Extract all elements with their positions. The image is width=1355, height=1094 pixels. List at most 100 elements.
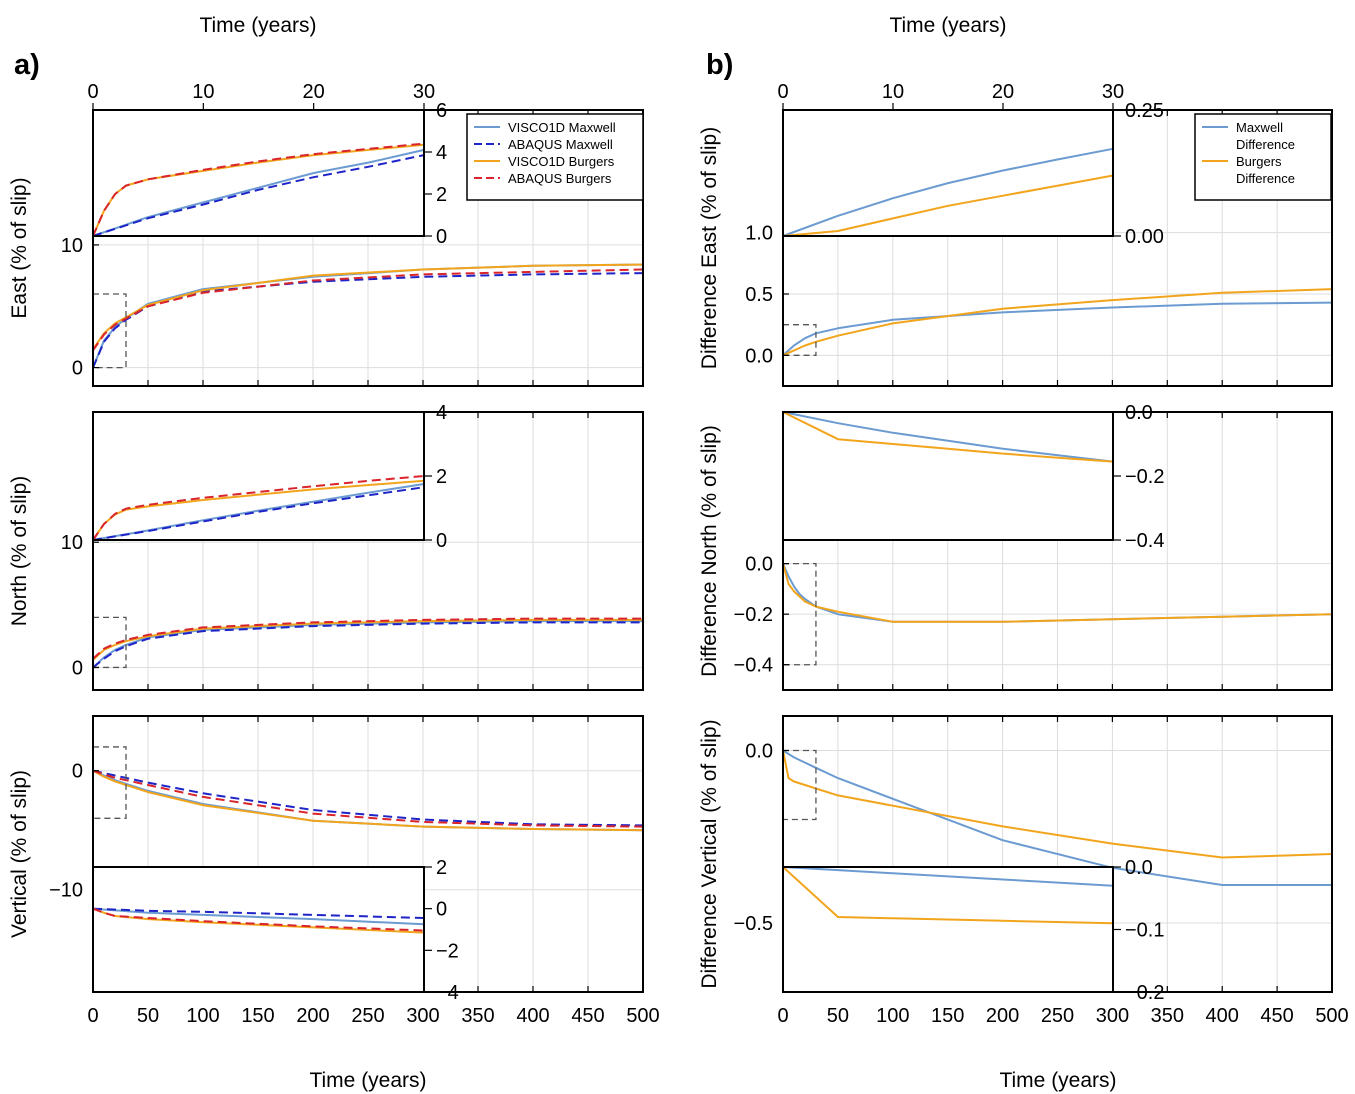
y-tick-label: 0.0 <box>745 741 773 763</box>
inset-series-line-maxwell-difference <box>782 411 1114 463</box>
y-tick-label: −10 <box>49 880 83 902</box>
x-tick-label: 250 <box>351 1005 384 1027</box>
inset-x-tick-label: 20 <box>992 81 1014 103</box>
inset-x-tick-label: 20 <box>303 81 325 103</box>
inset-background <box>93 412 424 540</box>
x-tick-label: 350 <box>1151 1005 1184 1027</box>
x-tick-label: 0 <box>777 1005 788 1027</box>
x-tick-label: 450 <box>571 1005 604 1027</box>
inset-b-north: 0.0−0.2−0.4 <box>782 402 1164 552</box>
inset-y-tick-label: 2 <box>436 466 447 488</box>
legend-label-abaqus-maxwell: ABAQUS Maxwell <box>508 137 613 152</box>
y-axis-title: Vertical (% of slip) <box>8 770 31 938</box>
inset-y-tick-label: −0.4 <box>1125 530 1164 552</box>
x-tick-label: 100 <box>876 1005 909 1027</box>
x-tick-label: 400 <box>1206 1005 1239 1027</box>
inset-series-line-visco1d-maxwell <box>92 148 425 237</box>
y-tick-label: −0.2 <box>734 604 773 626</box>
x-tick-label: 250 <box>1041 1005 1074 1027</box>
legend-label-maxwell-diff-2: Difference <box>1236 137 1295 152</box>
series-line-visco1d-maxwell <box>92 620 643 669</box>
legend-a-frame <box>466 113 644 201</box>
inset-y-tick-label: 2 <box>436 184 447 206</box>
series-line-visco1d-burgers <box>92 263 644 350</box>
inset-y-tick-label: 0 <box>436 530 447 552</box>
panel-b-bottom-axis-title: Time (years) <box>999 1069 1116 1092</box>
inset-y-tick-label: −0.1 <box>1125 920 1164 942</box>
inset-a-vertical: −4−202 <box>92 857 459 1004</box>
x-tick-label: 200 <box>296 1005 329 1027</box>
y-axis-title: Difference North (% of slip) <box>698 425 721 677</box>
y-axis-title: Difference East (% of slip) <box>698 127 721 369</box>
x-tick-label: 500 <box>1315 1005 1348 1027</box>
axes-frame <box>782 109 1333 387</box>
x-tick-label: 200 <box>986 1005 1019 1027</box>
inset-series-line-abaqus-burgers <box>92 142 425 237</box>
series-line-visco1d-burgers <box>92 769 644 832</box>
y-tick-label: 0 <box>72 761 83 783</box>
y-axis-title: North (% of slip) <box>8 476 31 627</box>
x-tick-label: 400 <box>516 1005 549 1027</box>
y-tick-label: 0 <box>72 657 83 679</box>
axes-frame <box>92 715 644 993</box>
series-line-maxwell-difference <box>782 301 1333 357</box>
inset-x-tick-label: 0 <box>87 81 98 103</box>
subplot-b-vertical: 0 50 100 150 200 250 300 350 400 450 500 0.0 −0.5 Dif… <box>698 715 1349 1027</box>
series-line-visco1d-burgers <box>92 618 643 661</box>
series-line-abaqus-maxwell <box>92 621 643 669</box>
panel-a-label: a) <box>14 49 40 81</box>
inset-y-tick-label: 0 <box>436 226 447 248</box>
legend-label-abaqus-burgers: ABAQUS Burgers <box>508 171 612 186</box>
zoom-box <box>782 562 817 666</box>
legend-b: Maxwell Difference Burgers Difference <box>1194 113 1332 201</box>
x-tick-label: 500 <box>626 1005 659 1027</box>
axes-frame <box>782 715 1333 993</box>
inset-x-tick-label: 10 <box>192 81 214 103</box>
inset-y-tick-label: 0.0 <box>1125 857 1153 879</box>
axes-frame <box>92 411 644 691</box>
series-line-abaqus-burgers <box>92 617 643 660</box>
legend-label-burgers-diff-1: Burgers <box>1236 154 1282 169</box>
series-line-burgers-difference <box>782 288 1333 357</box>
inset-b-east: 0.000.250 10 20 30 <box>777 81 1164 248</box>
inset-series-line-burgers-difference <box>782 411 1114 463</box>
y-tick-label: 10 <box>61 235 83 257</box>
y-tick-label: 0 <box>72 358 83 380</box>
inset-b-vertical: 0.0−0.1−0.2 <box>782 857 1164 1004</box>
inset-y-tick-label: 0 <box>436 899 447 921</box>
axes-frame <box>92 109 644 387</box>
panel-b-top-axis-title: Time (years) <box>889 14 1006 37</box>
series-line-abaqus-burgers <box>92 769 644 828</box>
inset-series-line-visco1d-burgers <box>92 907 425 934</box>
inset-series-line-burgers-difference <box>782 174 1114 237</box>
inset-x-tick-label: 30 <box>1102 81 1124 103</box>
legend-label-visco-burgers: VISCO1D Burgers <box>508 154 615 169</box>
series-line-burgers-difference <box>782 750 1333 859</box>
x-tick-label: 300 <box>406 1005 439 1027</box>
inset-y-tick-label: −0.2 <box>1125 466 1164 488</box>
inset-y-tick-label: 4 <box>436 142 447 164</box>
x-tick-label: 150 <box>241 1005 274 1027</box>
axes-frame <box>782 411 1333 691</box>
legend-b-frame <box>1194 113 1332 201</box>
y-tick-label: −0.4 <box>734 655 773 677</box>
inset-x-tick-label: 30 <box>413 81 435 103</box>
inset-series-line-burgers-difference <box>782 866 1114 925</box>
inset-y-tick-label: 0.00 <box>1125 226 1164 248</box>
y-axis-title: Difference Vertical (% of slip) <box>698 719 721 988</box>
inset-series-line-abaqus-maxwell <box>92 907 425 919</box>
x-tick-label: 450 <box>1260 1005 1293 1027</box>
series-line-burgers-difference <box>782 563 1333 623</box>
x-tick-label: 300 <box>1096 1005 1129 1027</box>
inset-a-north: 024 <box>92 402 447 552</box>
x-tick-label: 50 <box>137 1005 159 1027</box>
zoom-box <box>92 293 127 369</box>
legend-a: VISCO1D Maxwell ABAQUS Maxwell VISCO1D B… <box>466 113 644 201</box>
inset-series-line-visco1d-maxwell <box>92 907 425 926</box>
y-tick-label: 10 <box>61 532 83 554</box>
inset-series-line-maxwell-difference <box>782 147 1114 237</box>
